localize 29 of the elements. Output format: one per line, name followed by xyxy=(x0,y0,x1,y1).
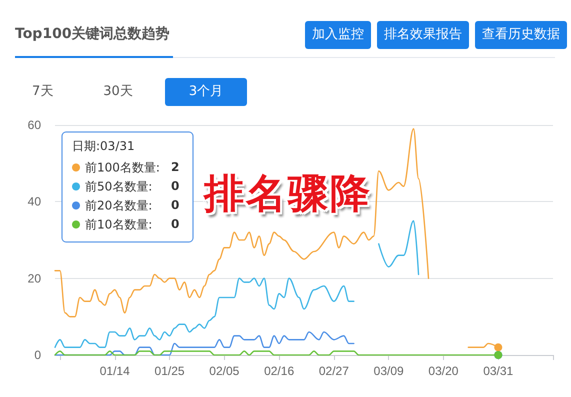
x-tick-label: 01/25 xyxy=(154,364,185,378)
y-tick-label: 20 xyxy=(28,271,42,286)
annotation: 排名骤降 xyxy=(204,170,372,219)
text: 3个月 xyxy=(164,78,248,106)
x-tick-label: 02/27 xyxy=(318,364,350,378)
text: 30天 xyxy=(102,83,134,101)
text: 查看历史数据 xyxy=(475,21,567,49)
y-tick-label: 0 xyxy=(34,348,42,362)
y-tick-label: 60 xyxy=(28,118,42,132)
annotation: 0 xyxy=(171,217,180,231)
legend-label: 前20名数量: xyxy=(85,198,152,212)
x-tick-label: 02/16 xyxy=(264,364,294,378)
x-tick-label: 02/05 xyxy=(209,364,240,378)
x-tick-label: 03/09 xyxy=(374,364,404,378)
annotation: 0 xyxy=(171,198,180,212)
chart-title: Top100关键词总数趋势 xyxy=(15,25,170,43)
annotation: 2 xyxy=(171,160,180,174)
text: 7天 xyxy=(31,83,54,101)
legend-label: 前50名数量: xyxy=(85,180,152,194)
x-tick-label: 03/31 xyxy=(483,364,514,378)
legend-title: 日期:03/31 xyxy=(72,139,135,153)
x-tick-label: 03/20 xyxy=(428,364,459,378)
legend-label: 前100名数量: xyxy=(85,160,160,174)
text: 排名效果报告 xyxy=(377,21,469,49)
legend-label: 前10名数量: xyxy=(85,218,152,232)
annotation: 0 xyxy=(171,179,180,193)
x-tick-label: 01/14 xyxy=(100,364,130,378)
y-tick-label: 40 xyxy=(28,194,42,209)
text: 加入监控 xyxy=(305,21,371,49)
